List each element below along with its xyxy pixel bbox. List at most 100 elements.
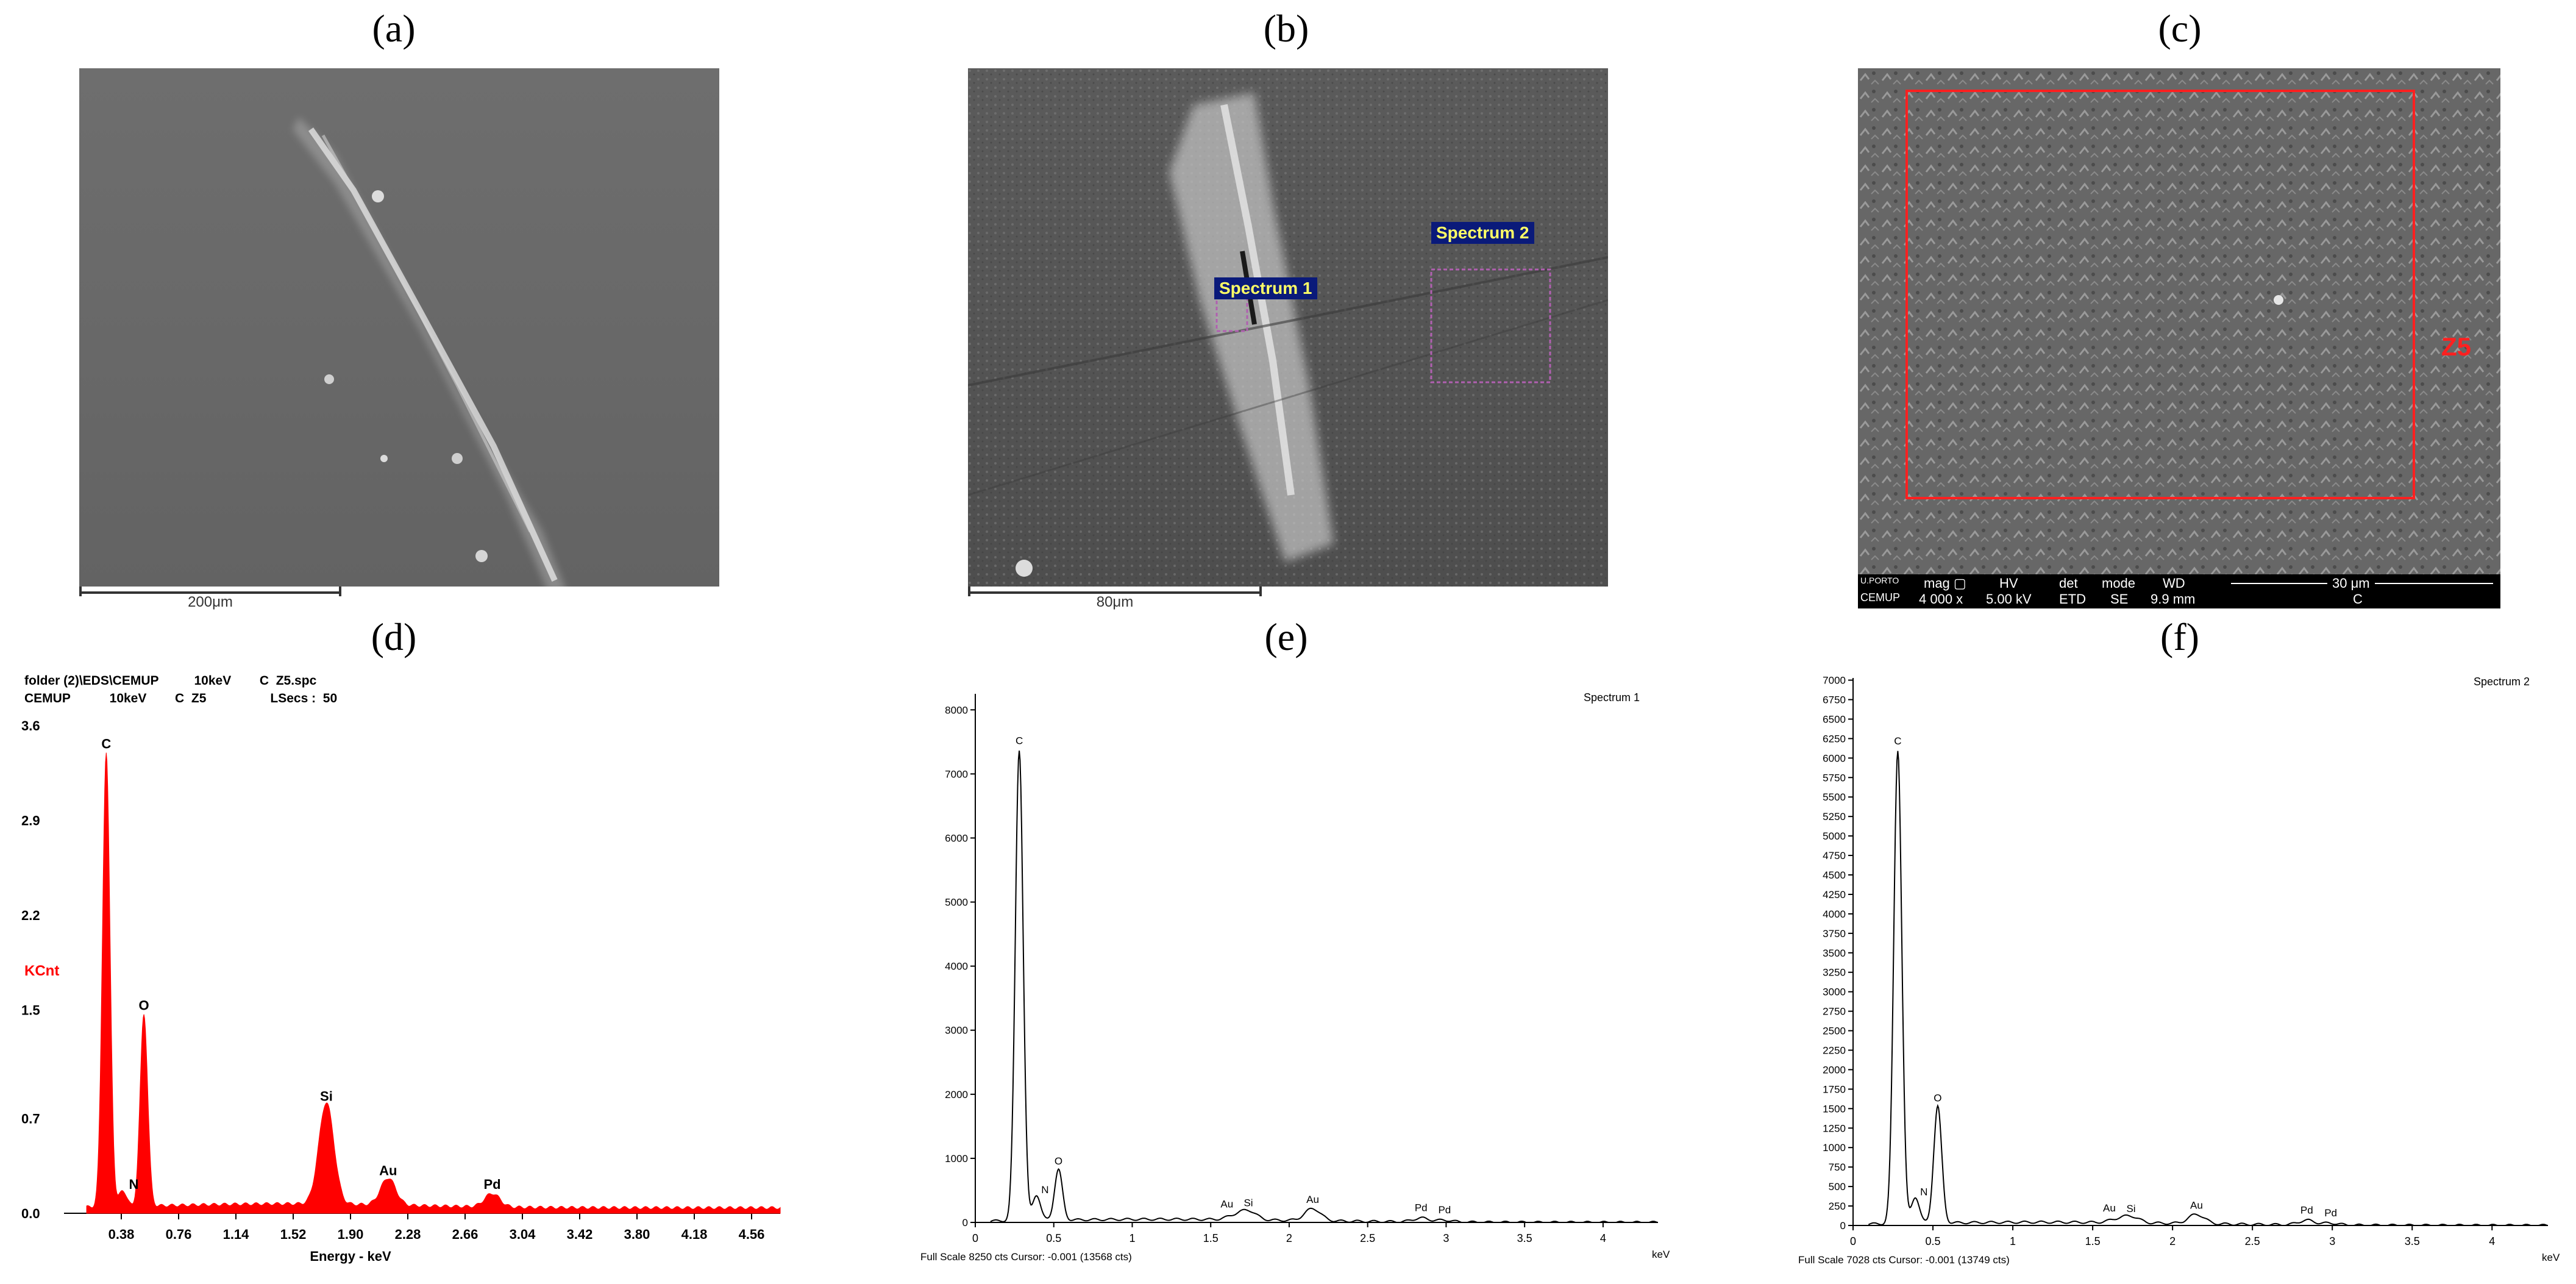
ytick-label: 1000 <box>1823 1142 1846 1154</box>
sem-cell-b <box>968 68 1608 587</box>
panel-letter-c: (c) <box>2158 7 2202 50</box>
spectrum1-label: Spectrum 1 <box>1214 277 1317 299</box>
chart-d-spectrum-area <box>86 752 781 1214</box>
ytick-label: 3250 <box>1823 967 1846 979</box>
scale-bar-a <box>79 591 341 594</box>
z5-region-box <box>1905 90 2415 499</box>
chart-d-xtick: 3.04 <box>510 1227 536 1242</box>
scale-bar-b-right-tick <box>1259 587 1262 596</box>
chart-d-xtick: 0.76 <box>166 1227 192 1242</box>
info-scale-value: 30 μm <box>2327 576 2375 591</box>
chart-d-xtick: 3.80 <box>624 1227 650 1242</box>
chart-d-ytick: 0.7 <box>21 1111 40 1126</box>
spectrum-line <box>1868 751 2549 1226</box>
xtick-label: 2.5 <box>1360 1232 1375 1244</box>
peak-label: Pd <box>1438 1204 1451 1216</box>
chart-d-xtick: 4.56 <box>739 1227 765 1242</box>
sem-info-bar: U.PORTO CEMUP mag ▢ 4 000 x HV 5.00 kV d… <box>1858 574 2500 608</box>
scale-bar-b <box>968 591 1262 594</box>
full-scale-footer: Full Scale 8250 cts Cursor: -0.001 (1356… <box>920 1251 1132 1263</box>
chart-d-peak-label: Si <box>320 1088 333 1104</box>
xtick-label: 0.5 <box>1046 1232 1061 1244</box>
panel-letter-e: (e) <box>1264 615 1308 658</box>
ytick-label: 6500 <box>1823 713 1846 725</box>
sem-image-a <box>79 68 719 587</box>
xtick-label: 2 <box>2169 1235 2176 1247</box>
scale-bar-a-left-tick <box>79 587 82 596</box>
info-sample: C <box>2353 591 2363 607</box>
chart-d: 0.0 0.7 1.5 2.2 2.9 3.6 0.38 0.76 1.14 1.52 1.90 2.… <box>21 718 781 1264</box>
chart-d-peak-label: Au <box>379 1163 397 1179</box>
ytick-label: 4000 <box>945 961 968 972</box>
peak-label: Au <box>1220 1199 1233 1210</box>
info-wd-value: 9.9 mm <box>2151 591 2196 607</box>
ytick-label: 3000 <box>945 1025 968 1036</box>
info-wd-label: WD <box>2163 576 2185 591</box>
chart-d-xtick: 3.42 <box>567 1227 593 1242</box>
xtick-label: 1.5 <box>2085 1235 2101 1247</box>
ytick-label: 5750 <box>1823 772 1846 783</box>
peak-label: C <box>1894 735 1901 747</box>
xtick-label: 0 <box>972 1232 978 1244</box>
ytick-label: 3500 <box>1823 947 1846 959</box>
peak-label: Pd <box>2324 1207 2337 1219</box>
peak-label: Pd <box>2300 1204 2313 1216</box>
panel-letter-d: (d) <box>371 615 417 658</box>
chart-d-ytick: 0.0 <box>21 1206 40 1221</box>
chart-d-header2: CEMUP 10keV C Z5 LSecs : 50 <box>24 691 338 705</box>
info-mode-label: mode <box>2102 576 2136 591</box>
chart-d-header1: folder (2)\EDS\CEMUP 10keV C Z5.spc <box>24 674 317 688</box>
panel-letter-f: (f) <box>2160 615 2199 658</box>
peak-label: Au <box>1306 1194 1319 1205</box>
chart-e: 0 1000 2000 3000 4000 5000 6000 7000 8000 0 0.5 1 1.… <box>920 691 1670 1263</box>
chart-d-ytick: 1.5 <box>21 1003 40 1018</box>
info-det-label: det <box>2059 576 2078 591</box>
peak-label: O <box>1055 1155 1062 1167</box>
sem-texture-c <box>1858 68 2500 574</box>
peak-label: Si <box>2126 1203 2135 1214</box>
sem-image-b <box>968 68 1608 587</box>
ytick-label: 1250 <box>1823 1122 1846 1134</box>
info-mode-value: SE <box>2110 591 2129 607</box>
ytick-label: 0 <box>962 1217 968 1229</box>
ytick-label: 0 <box>1840 1220 1846 1232</box>
info-hv-label: HV <box>1999 576 2018 591</box>
chart-d-ytick: 2.9 <box>21 813 40 829</box>
ytick-label: 2750 <box>1823 1006 1846 1018</box>
ytick-label: 6000 <box>1823 752 1846 764</box>
chart-d-xtick: 4.18 <box>681 1227 708 1242</box>
chart-d-xtick: 1.52 <box>280 1227 307 1242</box>
ytick-label: 250 <box>1829 1200 1846 1212</box>
scale-bar-a-right-tick <box>339 587 341 596</box>
ytick-label: 750 <box>1829 1161 1846 1173</box>
ytick-label: 1500 <box>1823 1103 1846 1115</box>
xtick-label: 4 <box>2489 1235 2495 1247</box>
chart-d-ytick: 2.2 <box>21 908 40 923</box>
xtick-label: 0 <box>1850 1235 1856 1247</box>
peak-label: N <box>1920 1186 1927 1198</box>
chart-d-ylabel: KCnt <box>24 963 59 979</box>
peak-label: C <box>1016 735 1023 747</box>
peak-label: Pd <box>1415 1202 1428 1214</box>
spectrum-title: Spectrum 2 <box>2474 676 2530 688</box>
spectrum-line <box>990 751 1659 1223</box>
ytick-label: 8000 <box>945 704 968 716</box>
scale-bar-b-label: 80μm <box>1096 594 1134 610</box>
info-logo: U.PORTO <box>1860 576 1899 585</box>
chart-f: 0250500750100012501500175020002250250027… <box>1798 675 2560 1266</box>
chart-d-xtick: 1.90 <box>338 1227 364 1242</box>
xtick-label: 3.5 <box>2405 1235 2420 1247</box>
ytick-label: 4750 <box>1823 850 1846 861</box>
ytick-label: 7000 <box>1823 675 1846 687</box>
xtick-label: 2 <box>1286 1232 1292 1244</box>
info-mag-label: mag ▢ <box>1924 576 1966 591</box>
ytick-label: 5000 <box>945 897 968 908</box>
ytick-label: 2500 <box>1823 1025 1846 1037</box>
ytick-label: 3000 <box>1823 986 1846 998</box>
ytick-label: 2250 <box>1823 1045 1846 1057</box>
info-hv-value: 5.00 kV <box>1986 591 2032 607</box>
full-scale-footer: Full Scale 7028 cts Cursor: -0.001 (1374… <box>1798 1254 2010 1266</box>
chart-d-xtick: 1.14 <box>223 1227 250 1242</box>
scale-bar-a-label: 200μm <box>188 594 233 610</box>
ytick-label: 5250 <box>1823 811 1846 822</box>
